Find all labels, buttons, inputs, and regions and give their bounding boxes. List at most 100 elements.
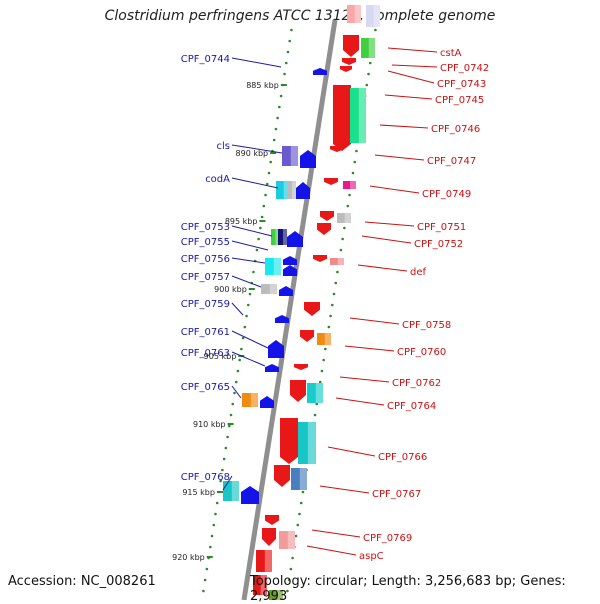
left-gene-label: CPF_0756 xyxy=(181,254,230,265)
gene-box-fill xyxy=(279,531,295,549)
gene-box-shade xyxy=(275,229,279,245)
right-gene-label: aspC xyxy=(359,551,384,562)
gene-box-fill xyxy=(347,5,361,23)
gene-box-fill xyxy=(242,393,258,407)
left-gene-label: CPF_0744 xyxy=(181,54,230,65)
left-gene-label: CPF_0753 xyxy=(181,222,230,233)
left-gene-box xyxy=(265,258,281,275)
tick-dot xyxy=(243,325,247,329)
tick-dot xyxy=(274,127,278,131)
tick-dot xyxy=(210,534,214,538)
scale-label: 890 kbp xyxy=(236,149,269,158)
gene-box-shade xyxy=(231,481,239,501)
right-gene-arrow xyxy=(342,58,356,65)
left-leader-line xyxy=(231,275,262,288)
right-gene-label: CPF_0767 xyxy=(372,489,421,500)
tick-dot xyxy=(365,83,369,87)
right-gene-label: CPF_0766 xyxy=(378,452,427,463)
right-gene-labels: cstA CPF_0742 CPF_0743 CPF_0745 CPF_0746 CPF_… xyxy=(306,47,489,562)
left-gene-arrow xyxy=(268,340,284,358)
tick-dot xyxy=(238,358,241,362)
right-gene-arrow xyxy=(300,330,314,342)
gene-box-fill xyxy=(361,38,375,58)
left-gene-label: CPF_0755 xyxy=(181,237,230,248)
right-gene-label: CPF_0745 xyxy=(435,95,484,106)
tick-dot xyxy=(334,281,338,285)
right-leader-line xyxy=(391,64,438,68)
gene-box-fill xyxy=(317,333,331,345)
scale-label: 920 kbp xyxy=(172,553,205,562)
gene-box-fill xyxy=(271,229,279,245)
right-gene-box xyxy=(279,531,295,549)
tick-dot xyxy=(329,314,332,318)
right-gene-arrow xyxy=(333,85,351,151)
right-leader-line xyxy=(384,94,433,100)
tick-dot xyxy=(289,567,293,571)
right-leader-line xyxy=(361,235,412,244)
scale-label: 915 kbp xyxy=(182,488,215,497)
right-gene-arrow xyxy=(265,515,279,525)
tick-dot xyxy=(290,28,293,32)
left-leader-line xyxy=(231,177,279,189)
right-gene-label: CPF_0749 xyxy=(422,189,471,200)
gene-box-fill xyxy=(330,258,344,265)
tick-dot xyxy=(229,413,233,417)
gene-box-shade xyxy=(307,422,316,464)
right-gene-arrow xyxy=(280,418,298,464)
right-leader-line xyxy=(374,154,425,161)
left-gene-label: CPF_0759 xyxy=(181,299,230,310)
tick-dot xyxy=(346,204,350,208)
tick-dot xyxy=(214,512,217,516)
tick-dot xyxy=(330,303,334,307)
left-gene-box xyxy=(242,393,258,407)
scale-label: 900 kbp xyxy=(214,285,247,294)
right-gene-box xyxy=(361,38,375,58)
right-gene-box xyxy=(253,575,267,595)
gene-box-fill xyxy=(278,229,287,245)
tick-dot xyxy=(294,534,298,538)
gene-box-shade xyxy=(282,229,287,245)
tick-dot xyxy=(264,193,267,197)
tick-dot xyxy=(296,523,300,527)
right-gene-box xyxy=(330,258,344,265)
left-gene-label: CPF_0763 xyxy=(181,348,230,359)
right-gene-arrow xyxy=(304,302,320,316)
gene-box-fill xyxy=(287,181,296,199)
gene-box-shade xyxy=(250,393,258,407)
right-gene-box xyxy=(298,422,316,464)
gene-box-shade xyxy=(344,213,351,223)
right-leader-line xyxy=(327,446,376,457)
gene-box-shade xyxy=(273,258,281,275)
left-gene-arrow xyxy=(300,150,316,168)
scale-label: 885 kbp xyxy=(246,81,279,90)
tick-dot xyxy=(367,72,370,76)
tick-dot xyxy=(301,490,305,494)
tick-dot xyxy=(288,39,292,43)
right-gene-arrow xyxy=(330,146,344,152)
right-gene-box xyxy=(256,550,272,572)
right-gene-label: def xyxy=(410,267,427,278)
left-gene-arrow xyxy=(275,315,289,323)
tick-dot xyxy=(259,226,262,230)
tick-dot xyxy=(299,501,303,505)
gene-box-fill xyxy=(350,88,366,143)
right-leader-line xyxy=(387,70,435,84)
tick-dot xyxy=(278,105,281,109)
gene-box-shade xyxy=(373,5,380,27)
left-gene-label: CPF_0765 xyxy=(181,382,230,393)
left-leader-line xyxy=(231,257,266,264)
scale-label: 910 kbp xyxy=(193,420,226,429)
tick-dot xyxy=(233,391,236,395)
tick-dot xyxy=(219,479,222,483)
tick-dot xyxy=(241,336,245,340)
right-gene-label: CPF_0751 xyxy=(417,222,466,233)
right-gene-label: CPF_0743 xyxy=(437,79,486,90)
right-leader-line xyxy=(344,345,395,352)
right-gene-arrow xyxy=(294,364,308,370)
right-gene-label: cstA xyxy=(440,48,462,59)
tick-dot xyxy=(351,171,355,175)
left-gene-box xyxy=(287,181,296,199)
